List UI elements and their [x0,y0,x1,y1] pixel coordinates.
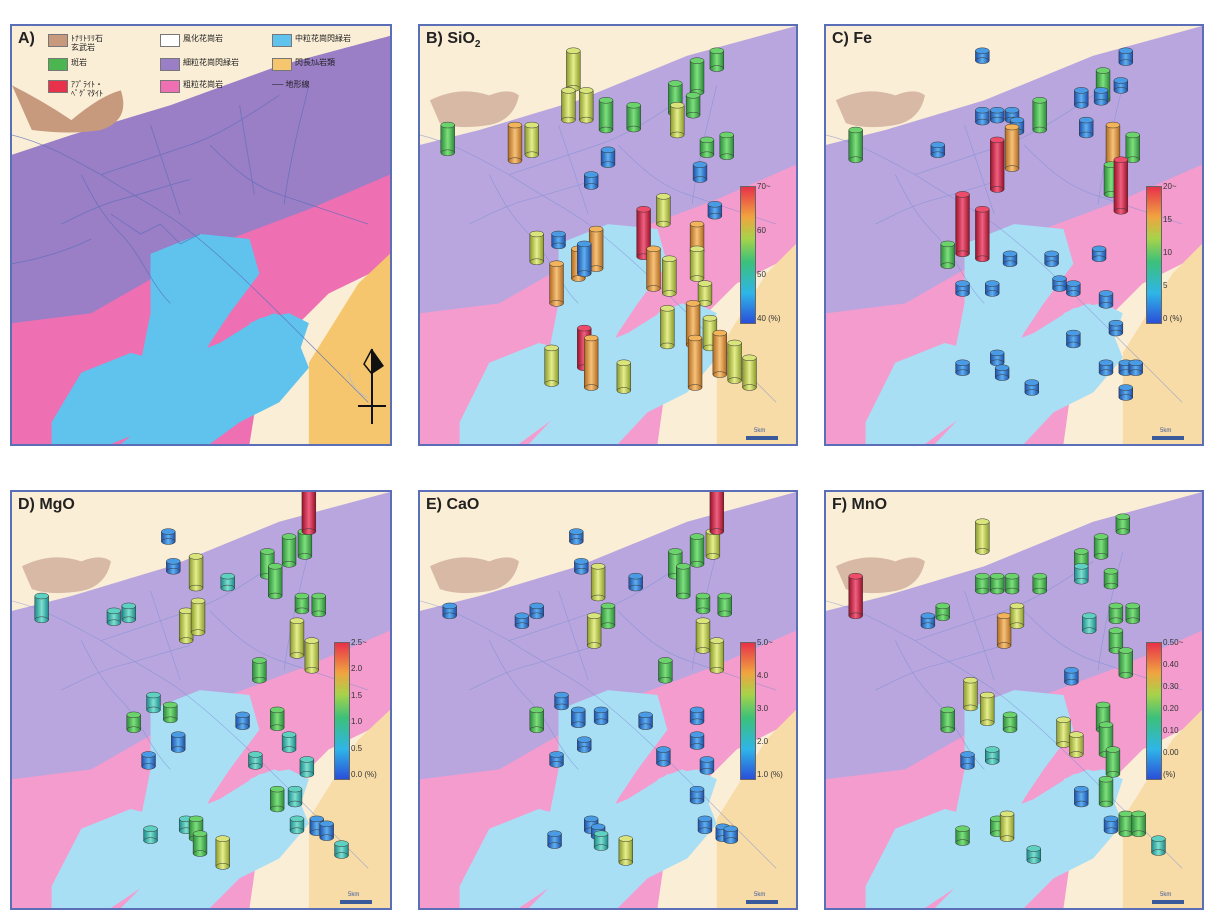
color-scale-tick-label: 0.0 (%) [351,770,377,779]
geology-base-map [420,26,796,444]
color-scale-tick-label: 0.30 [1163,682,1179,691]
color-scale-tick-label: 15 [1163,215,1172,224]
color-scale-bar [1146,642,1162,780]
concentration-cylinders [440,47,757,394]
panel-b-label: B) SiO2 [426,30,481,51]
scale-label: 5km [1160,428,1172,434]
color-scale-tick-label: 0.20 [1163,704,1179,713]
geology-base-map [826,26,1202,444]
scale-label: 5km [348,892,360,898]
panel-d-label: D) MgO [18,496,75,513]
scale-label: 5km [754,892,766,898]
geology-base-map [12,492,390,908]
scale-bar [1152,436,1184,440]
legend-item-porphyry: 斑岩 [48,58,87,71]
color-scale-tick-label: 10 [1163,248,1172,257]
concentration-cylinders [848,47,1143,401]
color-scale-tick-label: 3.0 [757,704,769,713]
legend-item-aplite: ｱﾌﾟﾗｲﾄ・ ﾍﾟｸﾞﾏﾀｲﾄ [48,80,103,98]
scale-label: 5km [1160,892,1172,898]
color-scale-tick-label: 5 [1163,281,1168,290]
color-scale-tick-label: 0 (%) [1163,314,1183,323]
scale-bar [340,900,372,904]
color-scale-bar [334,642,350,780]
panel-a-label: A) [18,30,35,47]
scale-bar [746,436,778,440]
color-scale-tick-label: 0.50~ [1163,638,1184,647]
panel-a-geologic-map: A) ﾄﾅﾘﾄﾘﾘ石 玄武岩 風化花崗岩 中粒花崗閃緑岩 斑岩 細粒花崗閃緑岩 … [10,24,392,446]
panel-f-element-map: F) MnO 0.50~ 0.40 0.30 0.20 0.10 0.00 (%) 5km [824,490,1204,910]
scale-label: 5km [358,445,369,446]
north-arrow-icon [358,348,386,424]
panel-e-label: E) CaO [426,496,480,513]
color-scale-tick-label: (%) [1163,770,1176,779]
legend-item-coarse-granite: 粗粒花崗岩 [160,80,223,93]
color-scale-tick-label: 2.5~ [351,638,367,647]
color-scale-tick-label: 5.0~ [757,638,773,647]
color-scale-bar [740,186,756,324]
legend-item-fine-granodiorite: 細粒花崗閃緑岩 [160,58,239,71]
color-scale-bar [740,642,756,780]
legend-item-weathered-granite: 風化花崗岩 [160,34,223,47]
panel-e-element-map: E) CaO 5.0~ 4.0 3.0 2.0 1.0 (%) 5km [418,490,798,910]
concentration-cylinders [848,513,1166,864]
color-scale-tick-label: 70~ [757,182,771,191]
legend-swatch [48,34,68,47]
color-scale-tick-label: 1.5 [351,690,363,700]
color-scale-tick-label: 20~ [1163,182,1177,191]
legend-item-medium-granodiorite: 中粒花崗閃緑岩 [272,34,351,47]
legend-item-topographic-line: ── 地形線 [272,80,310,89]
scale-bar [746,900,778,904]
geology-base-map [420,492,796,908]
map-legend: ﾄﾅﾘﾄﾘﾘ石 玄武岩 風化花崗岩 中粒花崗閃緑岩 斑岩 細粒花崗閃緑岩 閃長ｶ… [30,30,390,130]
color-scale-tick-label: 2.0 [351,664,363,674]
concentration-cylinders [34,492,349,870]
color-scale-tick-label: 1.0 (%) [757,770,783,779]
scale-bar [1152,900,1184,904]
legend-item-diorite: 閃長ｶﾑ岩類 [272,58,335,71]
legend-item-basalt: ﾄﾅﾘﾄﾘﾘ石 玄武岩 [48,34,103,52]
color-scale-tick-label: 0.5 [351,743,363,753]
geology-base-map [826,492,1202,908]
color-scale-tick-label: 0.40 [1163,660,1179,669]
color-scale-tick-label: 0.00 [1163,748,1179,757]
color-scale-tick-label: 2.0 [757,737,769,746]
concentration-cylinders [442,492,738,866]
color-scale-tick-label: 40 (%) [757,314,781,323]
color-scale-tick-label: 4.0 [757,671,769,680]
panel-c-label: C) Fe [832,30,872,47]
color-scale-tick-label: 1.0 [351,717,363,727]
panel-b-element-map: B) SiO2 70~ 60 50 40 (%) 5km [418,24,798,446]
geology-base-map [12,26,390,444]
panel-f-label: F) MnO [832,496,888,513]
color-scale-tick-label: 60 [757,226,766,235]
color-scale-bar [1146,186,1162,324]
panel-d-element-map: D) MgO 2.5~ 2.0 1.5 1.0 0.5 0.0 (%) 5km [10,490,392,910]
panel-c-element-map: C) Fe 20~ 15 10 5 0 (%) 5km [824,24,1204,446]
color-scale-tick-label: 50 [757,270,766,279]
scale-label: 5km [754,428,766,434]
color-scale-tick-label: 0.10 [1163,726,1179,735]
